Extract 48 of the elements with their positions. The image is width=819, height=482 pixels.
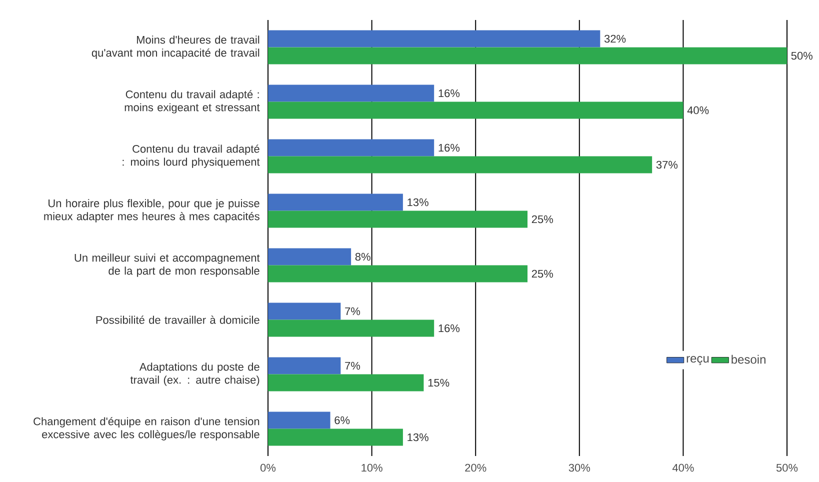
data-label: 16% [438, 89, 460, 98]
data-label: 50% [791, 52, 812, 60]
data-label: 6% [334, 416, 350, 424]
bar [268, 412, 330, 429]
bar [268, 30, 600, 48]
y-tick-label: Adaptations du poste de travail (ex. : autre chaise) [130, 362, 260, 386]
data-label: 37% [656, 160, 678, 169]
x-tick-label: 40% [672, 464, 694, 472]
y-tick-label: Changement d'équipe en raison d'une tension excessive avec les collègues/le responsable [34, 417, 260, 440]
data-label: 13% [408, 198, 428, 206]
bar [268, 139, 434, 156]
y-tick-label: Contenu du travail adapté : moins exigeant et stressant [124, 90, 260, 114]
y-tick-label: Contenu du travail adapté : moins lourd physiquement [122, 144, 260, 168]
bar [268, 320, 434, 337]
data-label: 7% [345, 362, 360, 370]
data-label: 16% [438, 324, 460, 332]
x-tick-label: 50% [776, 464, 798, 472]
data-label: 15% [428, 378, 450, 387]
bar [268, 248, 352, 266]
data-label: 8% [355, 252, 370, 261]
bar [268, 194, 403, 211]
data-label: 40% [687, 106, 709, 114]
x-tick-label: 30% [568, 464, 590, 472]
bar [268, 428, 403, 446]
x-tick-label: 0% [260, 464, 276, 472]
data-label: 13% [408, 433, 428, 442]
legend-label: reçu [686, 356, 709, 366]
y-tick-label: Un horaire plus flexible, pour que je puisse mieux adapter mes heures à mes capacités [44, 199, 260, 222]
bar [268, 102, 684, 119]
bar [268, 302, 341, 320]
bar [268, 374, 424, 392]
bar [268, 84, 434, 102]
bar [268, 265, 528, 282]
bar [268, 156, 652, 174]
y-tick-label: Un meilleur suivi et accompagnement de la part de mon responsable [74, 254, 260, 277]
bar [268, 357, 341, 374]
data-label: 7% [345, 307, 360, 316]
bar [268, 210, 528, 228]
legend-label: besoin [732, 354, 766, 364]
y-tick-label: Moins d'heures de travail qu'avant mon incapacité de travail [92, 36, 260, 59]
data-label: 25% [532, 215, 553, 224]
data-label: 32% [604, 34, 626, 43]
y-tick-label: Possibilité de travailler à domicile [96, 316, 260, 324]
data-label: 25% [532, 270, 553, 278]
bar [268, 47, 787, 64]
x-tick-label: 10% [362, 464, 382, 472]
x-tick-label: 20% [465, 464, 486, 472]
data-label: 16% [438, 144, 460, 152]
